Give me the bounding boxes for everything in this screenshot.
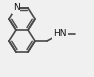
Text: N: N [13,3,19,12]
Text: HN: HN [53,29,67,38]
